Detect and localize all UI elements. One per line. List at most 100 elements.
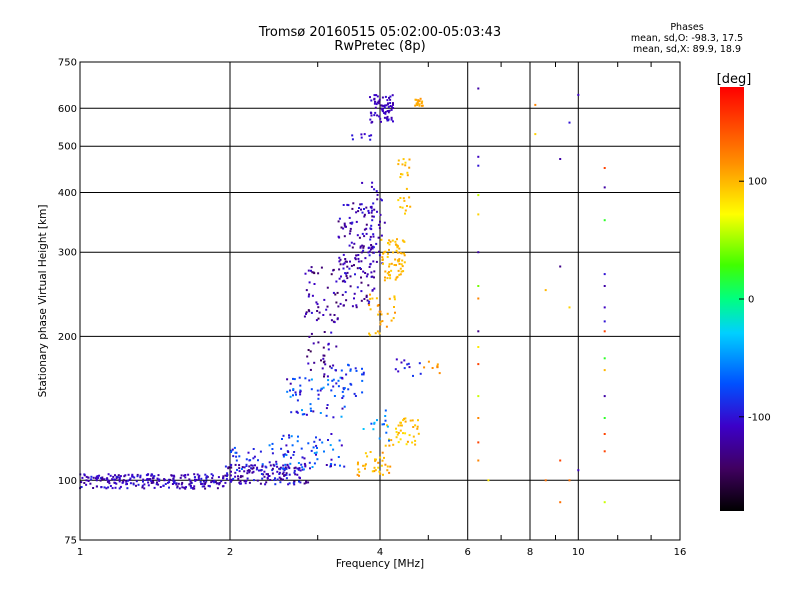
- data-point: [383, 112, 386, 114]
- data-point: [340, 415, 343, 418]
- data-point: [373, 287, 376, 290]
- data-point: [376, 114, 379, 117]
- data-point: [386, 118, 389, 121]
- y-tick-label: 100: [58, 476, 77, 487]
- phase-stats-x: mean, sd,X: 89.9, 18.9: [632, 44, 742, 55]
- data-point: [345, 373, 348, 376]
- data-point: [114, 486, 117, 489]
- data-point: [304, 377, 307, 380]
- data-point: [370, 224, 373, 227]
- data-point: [131, 473, 134, 476]
- data-point: [279, 468, 282, 471]
- data-point: [313, 440, 316, 443]
- data-point: [389, 465, 392, 468]
- data-point: [312, 410, 315, 413]
- data-point: [378, 98, 381, 101]
- data-point: [244, 482, 247, 485]
- data-point: [369, 138, 372, 141]
- data-point: [401, 163, 404, 166]
- data-point: [150, 480, 153, 482]
- data-point: [374, 332, 377, 335]
- data-point: [384, 276, 386, 279]
- data-point: [330, 463, 333, 466]
- data-point: [98, 474, 101, 477]
- data-point: [155, 483, 158, 486]
- data-point: [331, 379, 334, 382]
- data-point: [166, 481, 169, 484]
- data-point: [386, 424, 388, 427]
- data-point: [403, 252, 405, 255]
- data-point: [221, 485, 224, 488]
- data-point: [383, 423, 385, 426]
- data-point: [150, 482, 153, 484]
- data-point: [278, 476, 281, 479]
- data-point: [431, 367, 434, 369]
- data-point: [398, 247, 401, 250]
- data-point: [362, 428, 365, 430]
- data-point: [327, 439, 329, 441]
- data-point: [184, 474, 187, 476]
- data-point: [417, 419, 419, 422]
- data-point: [325, 407, 328, 410]
- data-point: [246, 477, 249, 480]
- data-point: [288, 436, 291, 439]
- data-point: [335, 345, 338, 348]
- data-point: [196, 473, 199, 476]
- data-point: [343, 387, 346, 390]
- data-point: [232, 477, 235, 480]
- data-point: [282, 471, 285, 474]
- data-point: [301, 413, 304, 416]
- data-point: [349, 230, 352, 233]
- data-point: [252, 466, 255, 469]
- data-point: [330, 273, 333, 276]
- data-point: [377, 236, 380, 239]
- data-point: [141, 486, 144, 489]
- data-point: [285, 467, 288, 470]
- data-point: [386, 469, 389, 472]
- data-point: [390, 269, 393, 272]
- data-point: [280, 478, 283, 481]
- data-point: [305, 311, 308, 314]
- data-point: [115, 477, 118, 480]
- data-point: [281, 438, 283, 440]
- data-point: [318, 311, 321, 314]
- data-point: [310, 378, 313, 381]
- data-point: [142, 480, 144, 483]
- data-point: [397, 269, 400, 272]
- data-point: [389, 277, 392, 280]
- data-point: [376, 193, 379, 196]
- data-point: [342, 304, 345, 307]
- data-point: [603, 330, 606, 333]
- data-point: [239, 482, 242, 485]
- data-point: [384, 415, 387, 417]
- data-point: [310, 332, 313, 335]
- data-point: [287, 451, 290, 453]
- data-points: [79, 87, 606, 504]
- data-point: [329, 365, 332, 368]
- data-point: [369, 297, 372, 300]
- data-point: [284, 466, 287, 469]
- data-point: [355, 306, 358, 309]
- data-point: [414, 443, 417, 446]
- data-point: [388, 438, 390, 441]
- data-point: [149, 478, 152, 481]
- data-point: [356, 286, 359, 289]
- data-point: [119, 485, 122, 488]
- data-point: [397, 163, 400, 166]
- data-point: [168, 478, 170, 481]
- y-tick-label: 600: [58, 104, 77, 115]
- data-point: [338, 268, 341, 271]
- data-point: [175, 482, 178, 485]
- data-point: [364, 463, 367, 466]
- data-point: [147, 484, 150, 487]
- data-point: [332, 364, 335, 367]
- data-point: [194, 476, 196, 479]
- data-point: [411, 441, 414, 444]
- data-point: [399, 421, 402, 424]
- data-point: [327, 343, 330, 346]
- data-point: [417, 99, 420, 102]
- data-point: [398, 273, 401, 276]
- data-point: [603, 450, 606, 453]
- data-point: [276, 470, 279, 473]
- data-point: [339, 258, 342, 261]
